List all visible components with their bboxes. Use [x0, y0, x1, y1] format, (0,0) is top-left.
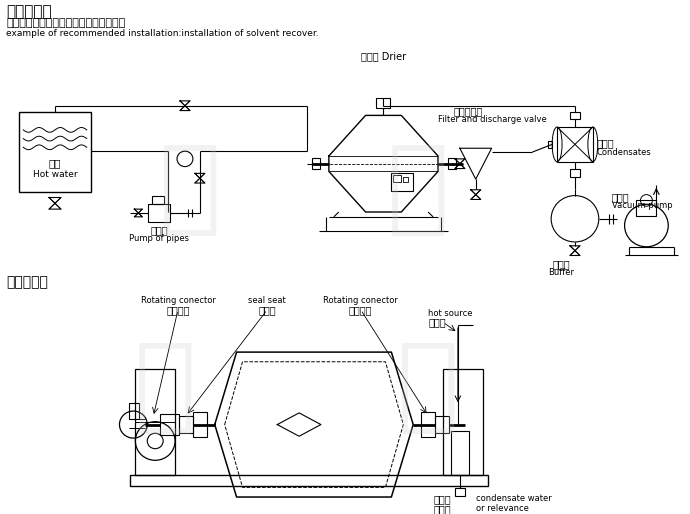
Text: 安装示意图: 安装示意图 — [6, 4, 52, 20]
Bar — [160, 414, 179, 435]
Text: 冷凝器: 冷凝器 — [433, 494, 451, 504]
Text: 旋转接头: 旋转接头 — [166, 305, 190, 315]
Text: Buffer: Buffer — [548, 268, 574, 277]
Bar — [403, 177, 408, 182]
Text: Rotating conector: Rotating conector — [141, 296, 215, 305]
Text: 推荐的工艺安置示范：溶剂回收工艺安置: 推荐的工艺安置示范：溶剂回收工艺安置 — [6, 18, 126, 28]
Text: 花: 花 — [159, 139, 221, 240]
Bar — [135, 369, 175, 475]
Bar — [451, 431, 469, 475]
Bar — [148, 204, 170, 222]
Bar — [152, 196, 164, 204]
Text: hot source: hot source — [428, 308, 473, 318]
Bar — [19, 113, 90, 192]
Bar — [312, 158, 320, 170]
Text: Filter and discharge valve: Filter and discharge valve — [438, 116, 546, 124]
Bar — [570, 112, 580, 119]
Text: seal seat: seal seat — [248, 296, 286, 305]
Text: 管道泵: 管道泵 — [150, 226, 168, 235]
Bar — [548, 140, 552, 148]
Text: 燥: 燥 — [397, 337, 460, 438]
Bar — [130, 475, 488, 486]
Text: Rotating conector: Rotating conector — [323, 296, 398, 305]
Text: Vacuum pump: Vacuum pump — [611, 201, 672, 210]
Text: 干燥机 Drier: 干燥机 Drier — [361, 51, 406, 62]
Text: 进热源: 进热源 — [428, 317, 446, 327]
Text: 密封座: 密封座 — [259, 305, 276, 315]
Bar — [435, 416, 449, 433]
Text: 过滤放空阀: 过滤放空阀 — [454, 106, 483, 116]
Bar — [391, 173, 413, 191]
Text: Hot water: Hot water — [32, 170, 77, 179]
Bar — [557, 127, 593, 162]
Bar — [636, 200, 656, 216]
Bar — [443, 369, 483, 475]
Text: 简易结构图: 简易结构图 — [6, 275, 48, 289]
Bar — [570, 170, 580, 177]
Text: or relevance: or relevance — [475, 504, 529, 513]
Text: condensate water: condensate water — [475, 494, 551, 503]
Text: 燥: 燥 — [387, 139, 449, 240]
Bar — [448, 158, 456, 170]
Text: 旋转接头: 旋转接头 — [349, 305, 373, 315]
Bar — [393, 175, 402, 182]
Text: 缓冲罐: 缓冲罐 — [552, 260, 570, 269]
Text: 冷凝器: 冷凝器 — [597, 139, 614, 149]
Text: example of recommended installation:installation of solvent recover.: example of recommended installation:inst… — [6, 29, 319, 39]
Bar — [421, 412, 435, 437]
Bar — [377, 98, 391, 107]
Bar — [455, 488, 465, 496]
Text: Pump of pipes: Pump of pipes — [129, 234, 189, 243]
Text: 或回流: 或回流 — [433, 504, 451, 514]
Text: 花: 花 — [134, 337, 197, 438]
Bar — [130, 403, 139, 419]
Text: 真空泵: 真空泵 — [611, 192, 629, 201]
Text: Condensates: Condensates — [597, 148, 651, 157]
Bar — [193, 412, 207, 437]
Text: 热水: 热水 — [49, 158, 61, 168]
Bar — [179, 416, 193, 433]
